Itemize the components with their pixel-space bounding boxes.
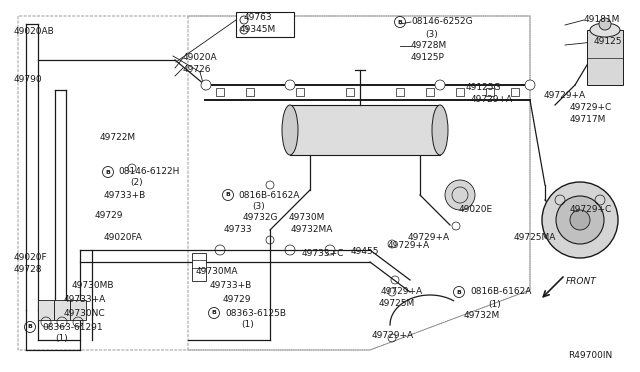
Ellipse shape bbox=[282, 105, 298, 155]
Text: 49125: 49125 bbox=[594, 38, 623, 46]
Text: 49729+C: 49729+C bbox=[570, 103, 612, 112]
Circle shape bbox=[570, 210, 590, 230]
Text: 49729+A: 49729+A bbox=[372, 330, 414, 340]
Text: 49345M: 49345M bbox=[240, 25, 276, 33]
Text: 08363-6125B: 08363-6125B bbox=[225, 308, 286, 317]
Text: 49020A: 49020A bbox=[183, 54, 218, 62]
Text: 49733+B: 49733+B bbox=[104, 190, 147, 199]
Text: 49732M: 49732M bbox=[464, 311, 500, 320]
Ellipse shape bbox=[590, 23, 620, 37]
Text: B: B bbox=[212, 311, 216, 315]
Circle shape bbox=[435, 80, 445, 90]
Bar bbox=[216, 88, 224, 96]
Text: 49733+A: 49733+A bbox=[64, 295, 106, 304]
Text: 49790: 49790 bbox=[14, 76, 43, 84]
Circle shape bbox=[445, 180, 475, 210]
Text: 0816B-6162A: 0816B-6162A bbox=[470, 288, 531, 296]
Bar bbox=[346, 88, 354, 96]
Text: (3): (3) bbox=[425, 29, 438, 38]
Text: 49020FA: 49020FA bbox=[104, 234, 143, 243]
Bar bbox=[486, 88, 494, 96]
Bar bbox=[426, 88, 434, 96]
Text: 49125G: 49125G bbox=[466, 83, 502, 93]
Circle shape bbox=[201, 80, 211, 90]
Text: 49763: 49763 bbox=[244, 13, 273, 22]
Text: 49728: 49728 bbox=[14, 266, 42, 275]
Text: 49733+B: 49733+B bbox=[210, 280, 252, 289]
Text: (1): (1) bbox=[488, 299, 500, 308]
Text: 49729+A: 49729+A bbox=[381, 288, 423, 296]
Bar bbox=[236, 12, 294, 37]
Text: 49717M: 49717M bbox=[570, 115, 606, 125]
Circle shape bbox=[556, 196, 604, 244]
Circle shape bbox=[599, 18, 611, 30]
Text: 49730MB: 49730MB bbox=[72, 280, 115, 289]
Bar bbox=[290, 105, 440, 155]
Text: FRONT: FRONT bbox=[566, 278, 596, 286]
Text: 08363-61291: 08363-61291 bbox=[42, 323, 102, 331]
Text: 49455: 49455 bbox=[351, 247, 380, 257]
Text: 0816B-6162A: 0816B-6162A bbox=[238, 190, 300, 199]
Bar bbox=[511, 88, 519, 96]
Text: 49729+A: 49729+A bbox=[544, 92, 586, 100]
Text: 49729+A: 49729+A bbox=[408, 234, 450, 243]
Text: 49729+A: 49729+A bbox=[388, 241, 430, 250]
Bar bbox=[246, 88, 254, 96]
Bar bbox=[296, 88, 304, 96]
Text: 49729: 49729 bbox=[95, 211, 124, 219]
Text: 49728M: 49728M bbox=[411, 42, 447, 51]
Text: B: B bbox=[106, 170, 111, 174]
Text: 49729+C: 49729+C bbox=[570, 205, 612, 215]
Text: 49732G: 49732G bbox=[243, 214, 278, 222]
Text: 49726: 49726 bbox=[183, 64, 211, 74]
Text: 08146-6252G: 08146-6252G bbox=[411, 17, 472, 26]
Text: B: B bbox=[28, 324, 33, 330]
Text: 49733: 49733 bbox=[224, 224, 253, 234]
Bar bbox=[396, 88, 404, 96]
Circle shape bbox=[525, 80, 535, 90]
Text: (1): (1) bbox=[55, 334, 68, 343]
Bar bbox=[70, 300, 86, 320]
Text: 49020F: 49020F bbox=[14, 253, 47, 263]
Text: 49020E: 49020E bbox=[459, 205, 493, 215]
Text: 49125P: 49125P bbox=[411, 54, 445, 62]
Text: R49700IN: R49700IN bbox=[568, 350, 612, 359]
Text: 49729: 49729 bbox=[223, 295, 252, 305]
Bar bbox=[587, 30, 623, 85]
Text: 49181M: 49181M bbox=[584, 16, 620, 25]
Text: 49730M: 49730M bbox=[289, 214, 325, 222]
Text: 49725M: 49725M bbox=[379, 299, 415, 308]
Text: 49730NC: 49730NC bbox=[64, 308, 106, 317]
Text: 49732MA: 49732MA bbox=[291, 224, 333, 234]
Text: 49722M: 49722M bbox=[100, 134, 136, 142]
Text: 49725MA: 49725MA bbox=[514, 234, 556, 243]
Bar bbox=[38, 300, 54, 320]
Text: 49730MA: 49730MA bbox=[196, 266, 239, 276]
Text: (1): (1) bbox=[241, 321, 253, 330]
Text: B: B bbox=[225, 192, 230, 198]
Bar bbox=[192, 253, 206, 281]
Text: 49733+C: 49733+C bbox=[302, 250, 344, 259]
Ellipse shape bbox=[432, 105, 448, 155]
Text: (2): (2) bbox=[130, 179, 143, 187]
Text: 49020AB: 49020AB bbox=[14, 28, 55, 36]
Text: 49729+A: 49729+A bbox=[471, 96, 513, 105]
Bar bbox=[456, 88, 464, 96]
Bar bbox=[54, 300, 70, 320]
Text: B: B bbox=[456, 289, 461, 295]
Circle shape bbox=[285, 80, 295, 90]
Circle shape bbox=[542, 182, 618, 258]
Text: B: B bbox=[397, 19, 403, 25]
Text: 08146-6122H: 08146-6122H bbox=[118, 167, 179, 176]
Text: (3): (3) bbox=[252, 202, 265, 212]
